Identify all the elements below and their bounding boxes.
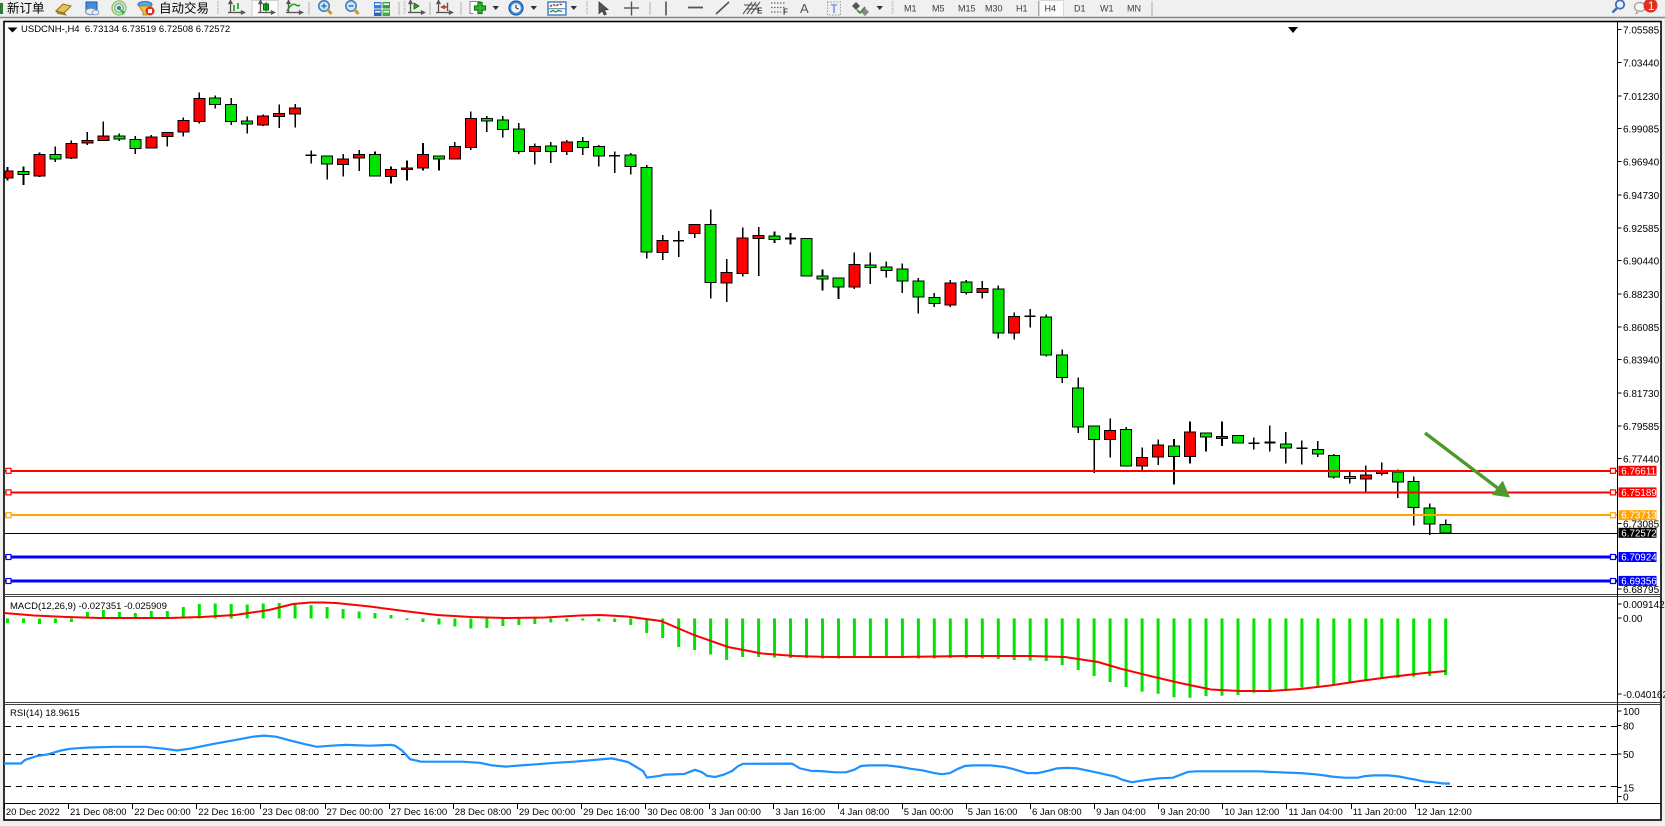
svg-text:-0.040162: -0.040162: [1623, 690, 1665, 701]
svg-text:A: A: [800, 1, 809, 16]
svg-text:0: 0: [1623, 793, 1629, 804]
svg-text:6.83940: 6.83940: [1623, 356, 1660, 367]
svg-text:E: E: [757, 7, 763, 16]
svg-text:H1: H1: [1016, 4, 1028, 14]
svg-text:15: 15: [1623, 784, 1635, 795]
svg-text:RSI(14) 18.9615: RSI(14) 18.9615: [10, 708, 80, 719]
svg-text:11 Jan 20:00: 11 Jan 20:00: [1353, 807, 1407, 818]
svg-text:80: 80: [1623, 722, 1635, 733]
svg-text:6 Jan 08:00: 6 Jan 08:00: [1032, 807, 1082, 818]
svg-text:11 Jan 04:00: 11 Jan 04:00: [1289, 807, 1343, 818]
svg-text:5 Jan 16:00: 5 Jan 16:00: [968, 807, 1018, 818]
svg-text:23 Dec 08:00: 23 Dec 08:00: [262, 807, 319, 818]
svg-text:MN: MN: [1127, 4, 1141, 14]
svg-text:W1: W1: [1100, 4, 1114, 14]
svg-text:M15: M15: [958, 4, 976, 14]
svg-text:27 Dec 16:00: 27 Dec 16:00: [391, 807, 448, 818]
svg-text:T: T: [831, 4, 838, 16]
svg-text:7.03440: 7.03440: [1623, 59, 1660, 70]
svg-text:12 Jan 12:00: 12 Jan 12:00: [1417, 807, 1472, 818]
svg-text:USDCNH-,H4 6.73134 6.73519 6.: USDCNH-,H4 6.73134 6.73519 6.72508 6.725…: [21, 24, 230, 35]
svg-text:27 Dec 00:00: 27 Dec 00:00: [327, 807, 384, 818]
svg-text:30 Dec 08:00: 30 Dec 08:00: [647, 807, 704, 818]
svg-text:21 Dec 08:00: 21 Dec 08:00: [70, 807, 127, 818]
svg-text:0.009142: 0.009142: [1623, 600, 1665, 611]
svg-text:3 Jan 16:00: 3 Jan 16:00: [776, 807, 826, 818]
svg-text:6.79585: 6.79585: [1623, 422, 1660, 433]
svg-text:6.68795: 6.68795: [1623, 585, 1660, 596]
svg-text:0.00: 0.00: [1623, 614, 1643, 625]
svg-text:9 Jan 20:00: 9 Jan 20:00: [1160, 807, 1210, 818]
svg-text:6.86085: 6.86085: [1623, 323, 1660, 334]
svg-text:新订单: 新订单: [7, 1, 45, 16]
svg-text:MACD(12,26,9) -0.027351 -0.025: MACD(12,26,9) -0.027351 -0.025909: [10, 601, 167, 612]
svg-text:D1: D1: [1074, 4, 1086, 14]
svg-text:6.70924: 6.70924: [1621, 553, 1657, 564]
svg-text:9 Jan 04:00: 9 Jan 04:00: [1096, 807, 1146, 818]
svg-text:6.88230: 6.88230: [1623, 290, 1660, 301]
svg-text:29 Dec 16:00: 29 Dec 16:00: [583, 807, 640, 818]
svg-text:50: 50: [1623, 750, 1635, 761]
svg-text:M30: M30: [985, 4, 1003, 14]
svg-text:10 Jan 12:00: 10 Jan 12:00: [1224, 807, 1279, 818]
svg-text:28 Dec 08:00: 28 Dec 08:00: [455, 807, 512, 818]
svg-text:6.96940: 6.96940: [1623, 158, 1660, 169]
svg-text:100: 100: [1623, 707, 1640, 718]
svg-text:H4: H4: [1045, 4, 1057, 14]
svg-text:1: 1: [1648, 1, 1654, 13]
svg-text:6.69356: 6.69356: [1621, 576, 1657, 587]
svg-text:7.01230: 7.01230: [1623, 92, 1660, 103]
svg-text:22 Dec 00:00: 22 Dec 00:00: [134, 807, 191, 818]
svg-text:6.72572: 6.72572: [1621, 528, 1656, 539]
svg-text:M1: M1: [904, 4, 917, 14]
svg-text:29 Dec 00:00: 29 Dec 00:00: [519, 807, 576, 818]
svg-text:20 Dec 2022: 20 Dec 2022: [6, 807, 60, 818]
svg-text:6.73713: 6.73713: [1621, 511, 1657, 522]
svg-text:6.92585: 6.92585: [1623, 224, 1660, 235]
svg-text:6.94730: 6.94730: [1623, 191, 1660, 202]
svg-text:6.81730: 6.81730: [1623, 389, 1660, 400]
svg-text:6.90440: 6.90440: [1623, 257, 1660, 268]
svg-text:4 Jan 08:00: 4 Jan 08:00: [840, 807, 890, 818]
svg-text:6.77440: 6.77440: [1623, 455, 1660, 466]
svg-text:3 Jan 00:00: 3 Jan 00:00: [711, 807, 761, 818]
svg-text:22 Dec 16:00: 22 Dec 16:00: [198, 807, 255, 818]
svg-text:自动交易: 自动交易: [159, 1, 209, 16]
svg-text:6.76611: 6.76611: [1621, 466, 1656, 477]
svg-text:7.05585: 7.05585: [1623, 26, 1660, 37]
svg-text:6.99085: 6.99085: [1623, 125, 1660, 136]
svg-text:M5: M5: [932, 4, 945, 14]
svg-text:5 Jan 00:00: 5 Jan 00:00: [904, 807, 954, 818]
svg-text:6.73085: 6.73085: [1623, 520, 1660, 531]
svg-text:F: F: [783, 8, 788, 17]
svg-text:6.75189: 6.75189: [1621, 488, 1656, 499]
